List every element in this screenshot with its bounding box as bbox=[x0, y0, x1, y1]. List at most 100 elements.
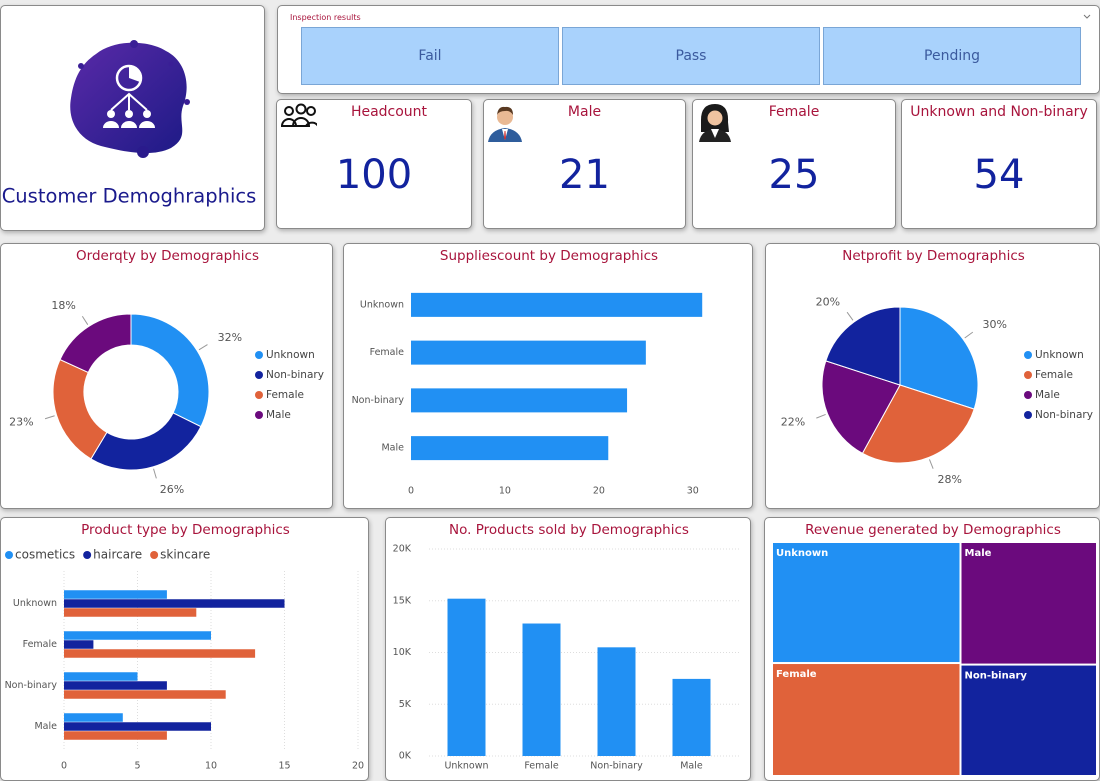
legend-label: Unknown bbox=[266, 349, 315, 361]
kpi-card: Male 21 bbox=[483, 99, 686, 229]
bar bbox=[64, 681, 167, 690]
logo-pie-slice bbox=[129, 66, 141, 82]
data-label: 30% bbox=[983, 318, 1007, 331]
card-value: 100 bbox=[335, 152, 413, 198]
bar bbox=[64, 640, 94, 649]
page-title: Customer Demoghraphics bbox=[2, 185, 257, 208]
data-label: 18% bbox=[51, 299, 75, 312]
x-tick-label: Unknown bbox=[444, 761, 488, 772]
y-tick-label: Male bbox=[381, 443, 404, 454]
legend-marker bbox=[255, 371, 263, 379]
legend-marker bbox=[1024, 371, 1032, 379]
y-tick-label: Non-binary bbox=[352, 395, 405, 406]
chart-title: Product type by Demographics bbox=[81, 522, 290, 538]
x-tick-label: 10 bbox=[205, 761, 217, 772]
bar bbox=[411, 388, 628, 413]
chevron bbox=[1083, 14, 1091, 19]
bar bbox=[64, 722, 211, 731]
chart: Netprofit by Demographics 30% 28% 22% 20% Unk… bbox=[781, 248, 1093, 486]
card-label: Female bbox=[768, 104, 820, 120]
slicer: Inspection results Fail Pass Pending bbox=[277, 5, 1100, 94]
legend-label: Female bbox=[266, 389, 304, 401]
slicer-option[interactable]: Fail bbox=[301, 27, 559, 85]
bar bbox=[672, 678, 711, 756]
kpi-card: Female 25 bbox=[692, 99, 896, 229]
donut-segment bbox=[52, 358, 108, 460]
card-icon bbox=[488, 106, 522, 142]
legend-marker bbox=[1024, 391, 1032, 399]
bar bbox=[411, 340, 646, 365]
legend-label: haircare bbox=[93, 548, 142, 562]
treemap-tile bbox=[961, 665, 1096, 775]
tile-label: Unknown bbox=[776, 548, 828, 559]
legend-marker bbox=[255, 391, 263, 399]
y-tick-label: 5K bbox=[399, 699, 412, 710]
leader-line bbox=[44, 415, 55, 420]
logo-dot bbox=[78, 63, 84, 69]
data-label: 28% bbox=[938, 473, 962, 486]
y-tick-label: Unknown bbox=[360, 299, 404, 310]
pie-slice bbox=[861, 384, 975, 464]
logo-dot bbox=[137, 146, 149, 158]
logo-panel: Customer Demoghraphics bbox=[0, 5, 265, 231]
legend-label: Unknown bbox=[1035, 349, 1084, 361]
y-tick-label: Male bbox=[34, 721, 57, 732]
chart-title: Netprofit by Demographics bbox=[842, 248, 1025, 264]
legend-label: Non-binary bbox=[266, 369, 324, 381]
treemap-tile bbox=[773, 664, 960, 775]
card-label: Male bbox=[567, 104, 602, 120]
legend-label: Male bbox=[1035, 389, 1060, 401]
y-tick-label: 10K bbox=[393, 647, 412, 658]
card-icon bbox=[699, 104, 731, 142]
card-value: 21 bbox=[559, 152, 610, 198]
bar bbox=[597, 647, 636, 756]
y-tick-label: Female bbox=[23, 639, 58, 650]
x-tick-label: 15 bbox=[278, 761, 290, 772]
leader-line bbox=[964, 331, 974, 339]
tile-label: Non-binary bbox=[965, 671, 1028, 682]
chart: Revenue generated by Demographics Unknown… bbox=[773, 522, 1096, 775]
slicer-title: Inspection results bbox=[290, 13, 361, 22]
logo-dot bbox=[168, 61, 174, 67]
chart-panel: Product type by Demographics 0 5 10 15 20 Unkn… bbox=[0, 517, 369, 781]
legend-marker bbox=[5, 551, 13, 559]
bar bbox=[64, 631, 211, 640]
x-tick-label: 5 bbox=[134, 761, 140, 772]
chart-panel: Suppliescount by Demographics 0 10 20 30 Unkn… bbox=[343, 243, 753, 509]
card-value: 54 bbox=[973, 152, 1025, 198]
chart-title: Suppliescount by Demographics bbox=[440, 248, 658, 264]
legend-label: Male bbox=[266, 409, 291, 421]
bar bbox=[447, 598, 486, 756]
leader-line bbox=[846, 311, 854, 321]
legend-marker bbox=[1024, 351, 1032, 359]
y-tick-label: 0K bbox=[399, 751, 412, 762]
x-tick-label: Female bbox=[524, 761, 559, 772]
card-value: 25 bbox=[768, 152, 820, 198]
pie-slice bbox=[899, 306, 979, 410]
leader-line bbox=[816, 413, 826, 419]
slicer-option[interactable]: Pass bbox=[562, 27, 820, 85]
legend-marker bbox=[255, 351, 263, 359]
logo-dot bbox=[130, 40, 138, 48]
bar bbox=[411, 292, 703, 317]
leader-line bbox=[198, 344, 208, 351]
x-tick-label: 10 bbox=[499, 486, 511, 497]
donut-segment bbox=[59, 313, 132, 374]
y-tick-label: Unknown bbox=[13, 598, 57, 609]
bar bbox=[64, 713, 123, 722]
chart: No. Products sold by Demographics 0K 5K 10K… bbox=[393, 522, 739, 772]
legend-label: cosmetics bbox=[15, 548, 75, 562]
chart-panel: Revenue generated by Demographics Unknown… bbox=[764, 517, 1100, 781]
bar bbox=[64, 599, 285, 608]
treemap-tile bbox=[773, 543, 960, 663]
x-tick-label: 0 bbox=[408, 486, 414, 497]
x-tick-label: Non-binary bbox=[590, 761, 643, 772]
bar bbox=[64, 608, 197, 617]
y-tick-label: Female bbox=[370, 347, 405, 358]
donut-segment bbox=[90, 412, 202, 471]
x-tick-label: 20 bbox=[352, 761, 364, 772]
data-label: 20% bbox=[816, 295, 840, 308]
slicer-option[interactable]: Pending bbox=[823, 27, 1081, 85]
chart: Orderqty by Demographics 32% 26% 23% 18% Unkn… bbox=[9, 248, 324, 496]
pie-slice bbox=[821, 360, 901, 455]
